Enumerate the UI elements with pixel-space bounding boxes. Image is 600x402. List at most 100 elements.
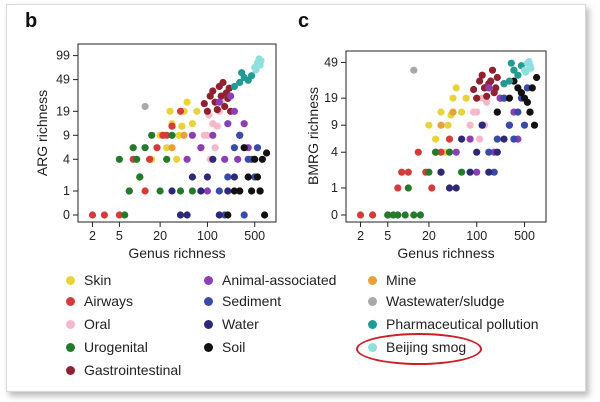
point-pharmaceutical-pollution [230, 82, 238, 91]
point-pharmaceutical-pollution [507, 59, 515, 67]
point-pharmaceutical-pollution [505, 77, 513, 85]
point-airways [141, 187, 149, 195]
point-animal-associated [221, 155, 229, 163]
point-gastrointestinal [470, 85, 478, 94]
point-airways [394, 184, 402, 192]
highlight-oval [356, 333, 482, 365]
x-tick-label: 2 [357, 229, 364, 243]
legend-label: Gastrointestinal [84, 362, 182, 378]
point-urogenital [156, 187, 164, 195]
point-skin [183, 98, 191, 106]
x-tick-label: 20 [153, 229, 167, 243]
point-sediment [490, 168, 498, 176]
point-water [183, 211, 191, 219]
legend-item-mine: Mine [368, 270, 416, 290]
y-tick-label: 19 [324, 91, 338, 105]
point-soil [263, 149, 271, 157]
point-sediment [224, 173, 232, 181]
point-animal-associated [209, 131, 217, 139]
y-tick-label: 9 [331, 118, 338, 132]
point-wastewater-sludge [410, 66, 418, 74]
data-points [88, 55, 271, 219]
legend-marker [66, 296, 75, 306]
x-tick-label: 2 [89, 229, 96, 243]
point-animal-associated [215, 98, 223, 106]
point-sediment [253, 144, 262, 152]
panel-c: c BMRG richness Genus richness 2 5 20 100 50… [298, 10, 547, 261]
point-animal-associated [227, 92, 235, 100]
point-animal-associated [197, 144, 205, 152]
y-tick-label: 49 [324, 55, 338, 69]
x-axis-title: Genus richness [128, 245, 225, 261]
point-animal-associated [230, 107, 238, 115]
point-beijing-smog [522, 68, 530, 76]
point-oral [200, 131, 208, 139]
point-animal-associated [234, 155, 242, 163]
x-tick-label: 5 [384, 229, 391, 243]
x-tick-label: 5 [116, 229, 123, 243]
legend-label: Skin [84, 272, 112, 288]
legend-marker [368, 296, 377, 306]
point-skin [462, 94, 470, 102]
point-pharmaceutical-pollution [510, 66, 518, 74]
point-soil [251, 155, 259, 163]
point-beijing-smog [257, 57, 265, 65]
legend-item-soil: Soil [204, 337, 245, 357]
point-airways [168, 122, 176, 130]
point-soil [258, 155, 266, 163]
point-gastrointestinal [473, 94, 481, 102]
point-urogenital [425, 168, 433, 176]
point-urogenital [121, 211, 129, 219]
y-tick-label: 49 [56, 73, 70, 87]
point-skin [163, 144, 171, 152]
point-mine [180, 131, 188, 139]
point-skin [166, 107, 174, 115]
point-soil [256, 187, 264, 195]
point-airways [153, 144, 161, 152]
x-tick-label: 100 [466, 229, 487, 243]
point-water [493, 148, 501, 156]
point-animal-associated [240, 120, 248, 128]
point-water [224, 187, 232, 195]
point-soil [261, 211, 269, 219]
legend-item-water: Water [204, 314, 259, 334]
point-water [485, 168, 493, 176]
point-water [452, 184, 460, 192]
point-skin [188, 120, 196, 128]
point-sediment [215, 187, 223, 195]
point-urogenital [188, 187, 196, 195]
point-animal-associated [452, 148, 460, 156]
legend-label: Oral [84, 316, 111, 332]
y-tick-label: 0 [331, 208, 338, 222]
x-tick-labels: 2 5 20 100 500 [89, 222, 265, 243]
point-oral [211, 144, 219, 152]
point-animal-associated [188, 131, 196, 139]
panel-letter: c [298, 10, 309, 32]
legend-item-skin: Skin [66, 270, 111, 290]
y-tick-label: 1 [331, 181, 338, 195]
point-water [215, 211, 223, 219]
point-urogenital [148, 131, 156, 139]
legend-label: Wastewater/sludge [386, 293, 505, 309]
point-urogenital [458, 168, 466, 176]
legend-marker [368, 319, 377, 329]
legend: Skin Airways Oral Urogenital Gastrointes… [0, 268, 600, 402]
point-pharmaceutical-pollution [248, 72, 256, 80]
point-airways [115, 211, 123, 219]
point-soil [248, 187, 256, 195]
legend-marker [66, 342, 75, 352]
point-airways [369, 211, 377, 219]
legend-item-gastrointestinal: Gastrointestinal [66, 360, 181, 380]
point-sediment [500, 94, 508, 102]
point-water [197, 187, 205, 195]
point-airways [445, 135, 454, 143]
point-airways [159, 131, 167, 139]
point-gastrointestinal [476, 77, 484, 85]
point-gastrointestinal [213, 106, 221, 114]
point-oral [213, 122, 221, 130]
x-tick-label: 20 [422, 229, 436, 243]
point-beijing-smog [527, 64, 535, 72]
y-tick-label: 1 [63, 184, 70, 198]
point-sediment [505, 121, 513, 129]
legend-label: Water [222, 316, 259, 332]
